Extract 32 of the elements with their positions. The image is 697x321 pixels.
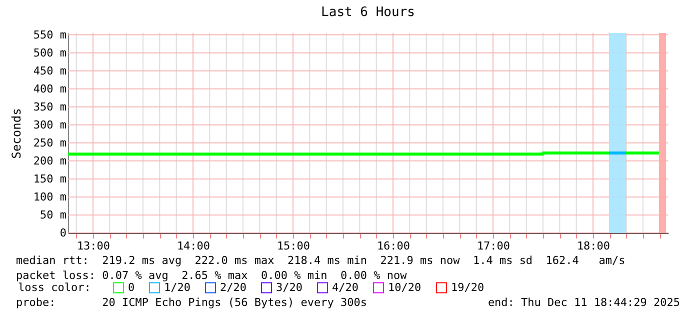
x-tick-label: 17:00 <box>476 240 510 252</box>
chart-title: Last 6 Hours <box>321 4 415 20</box>
text: probe: 20 ICMP Echo Pings (56 Bytes) every 300s <box>16 296 367 309</box>
legend-label: 4/20 <box>332 280 358 294</box>
text: packet loss: 0.07 % avg 2.65 % max 0.00 % min 0.00 % now <box>16 269 408 282</box>
y-tick-label: 150 m <box>33 172 67 186</box>
legend-label: 10/20 <box>388 280 422 294</box>
legend-label: 0 <box>128 280 135 294</box>
legend-label: 19/20 <box>451 280 484 294</box>
legend-title: loss color: <box>18 281 91 294</box>
x-tick-label: 13:00 <box>76 240 110 252</box>
text: end: Thu Dec 11 18:44:29 2025 <box>488 296 680 309</box>
legend-label: 1/20 <box>164 280 190 294</box>
y-tick-label: 250 m <box>33 136 67 150</box>
y-tick-label: 450 m <box>33 64 67 78</box>
y-tick-label: 100 m <box>33 190 67 204</box>
legend-label: 3/20 <box>276 280 302 294</box>
legend-label: 2/20 <box>220 280 246 294</box>
x-tick-label: 15:00 <box>276 240 310 252</box>
y-axis-title: Seconds <box>9 108 24 159</box>
y-tick-label: 550 m <box>33 28 67 42</box>
text: median rtt: 219.2 ms avg 222.0 ms max 218.4 ms min 221.9 ms now 1.4 ms sd 162.4 am/s <box>16 254 626 267</box>
y-tick-label: 0 <box>60 226 66 240</box>
y-tick-label: 200 m <box>33 154 67 168</box>
y-tick-label: 500 m <box>33 46 67 60</box>
y-tick-label: 50 m <box>40 208 67 222</box>
x-tick-label: 18:00 <box>576 240 610 252</box>
y-tick-label: 300 m <box>33 118 67 132</box>
y-tick-label: 350 m <box>33 100 67 114</box>
y-tick-label: 400 m <box>33 82 67 96</box>
x-tick-label: 14:00 <box>176 240 210 252</box>
x-tick-label: 16:00 <box>376 240 410 252</box>
